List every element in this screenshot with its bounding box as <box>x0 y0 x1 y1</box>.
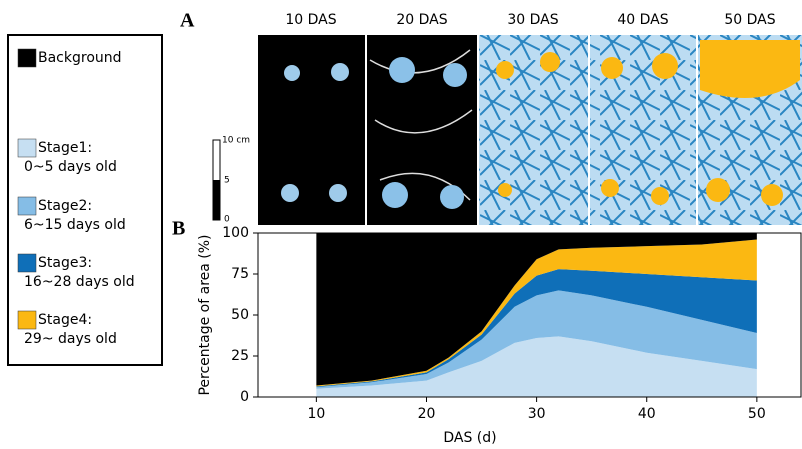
y-tick-label: 0 <box>240 389 249 405</box>
scale-label: 5 <box>224 176 230 186</box>
scale-label: 10 cm <box>222 136 250 146</box>
panel-images <box>213 35 802 225</box>
legend-label: 29~ days old <box>24 331 117 347</box>
legend-label: Stage2: <box>38 198 92 214</box>
y-tick-label: 50 <box>231 307 249 323</box>
panel-title: 50 DAS <box>724 12 775 28</box>
legend-label: Background <box>38 50 122 66</box>
x-tick-label: 30 <box>528 406 546 422</box>
legend-label: Stage3: <box>38 255 92 271</box>
y-axis-label: Percentage of area (%) <box>197 234 213 395</box>
figure: A B 10 cm 5 0 DAS (d) Percentage of area… <box>0 0 802 449</box>
legend-label: Stage1: <box>38 140 92 156</box>
panel-title: 20 DAS <box>396 12 447 28</box>
legend-label: 6~15 days old <box>24 217 126 233</box>
panel-title: 30 DAS <box>507 12 558 28</box>
x-axis-label: DAS (d) <box>443 430 496 446</box>
y-tick-label: 100 <box>222 225 249 241</box>
legend-swatch <box>18 49 36 67</box>
y-tick-label: 75 <box>231 266 249 282</box>
x-tick-label: 10 <box>307 406 325 422</box>
x-tick-label: 50 <box>748 406 766 422</box>
legend-swatch <box>18 311 36 329</box>
y-tick-label: 25 <box>231 348 249 364</box>
legend-swatch <box>18 197 36 215</box>
panel-title: 10 DAS <box>285 12 336 28</box>
scale-label: 0 <box>224 215 230 225</box>
legend-swatch <box>18 139 36 157</box>
legend-label: 16~28 days old <box>24 274 135 290</box>
panel-title: 40 DAS <box>617 12 668 28</box>
panel-label: A <box>180 10 195 32</box>
x-tick-label: 40 <box>638 406 656 422</box>
panel-label: B <box>172 218 185 240</box>
legend-label: Stage4: <box>38 312 92 328</box>
x-tick-label: 20 <box>418 406 436 422</box>
legend-swatch <box>18 254 36 272</box>
legend-label: 0~5 days old <box>24 159 117 175</box>
